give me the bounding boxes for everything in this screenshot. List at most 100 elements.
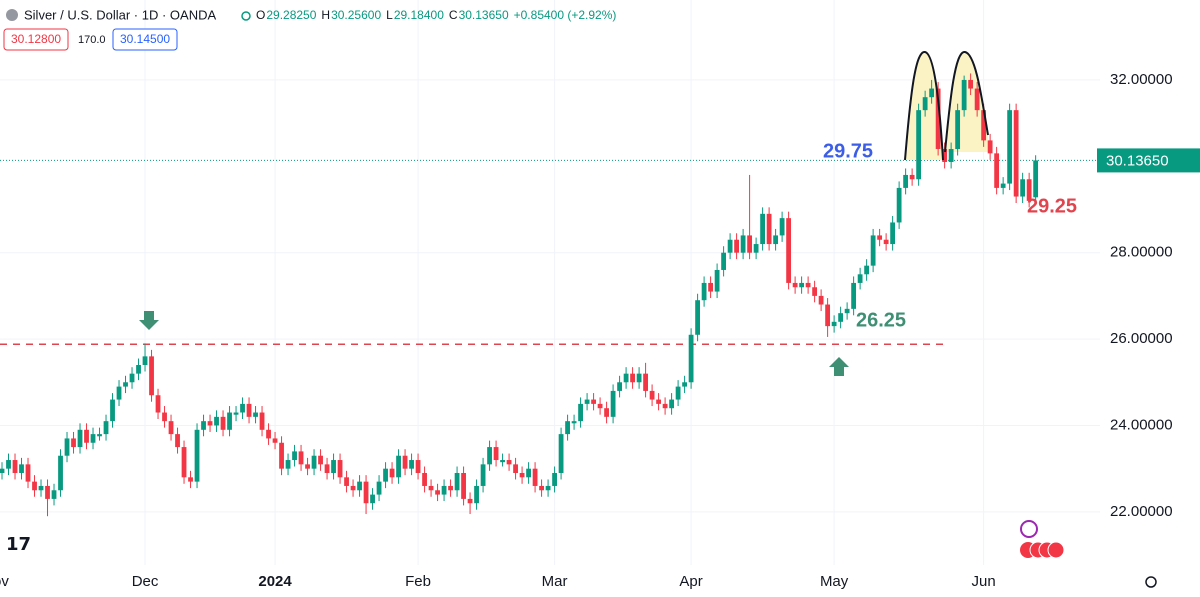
candle-body <box>968 79 974 89</box>
candle-body <box>584 399 590 404</box>
candle-body <box>266 429 271 439</box>
candle-body <box>84 429 89 443</box>
x-tick-label: May <box>820 573 849 590</box>
ohlc-key: L <box>386 8 393 22</box>
candle-body <box>162 412 167 422</box>
candle-body <box>929 88 935 98</box>
candle-body <box>903 174 909 188</box>
candle-body <box>948 149 954 162</box>
grid <box>0 0 1100 565</box>
x-tick-label: Dec <box>132 573 159 590</box>
ohlc-values: O 29.28250 H 30.25600 L 29.18400 C 30.13650 +0.8… <box>256 8 616 22</box>
candle-body <box>149 356 154 396</box>
candle-body <box>526 468 531 478</box>
event-icon[interactable] <box>1020 520 1038 538</box>
candle-body <box>181 447 187 478</box>
symbol-title[interactable]: Silver / U.S. Dollar · 1D · OANDA <box>24 7 216 22</box>
candle-body <box>883 239 889 245</box>
candle-body <box>38 485 44 491</box>
candle-body <box>760 213 766 245</box>
candle-body <box>545 485 551 491</box>
candle-body <box>617 382 622 391</box>
candle-body <box>448 485 453 491</box>
pattern-arc <box>944 51 989 153</box>
candle-body <box>636 373 642 383</box>
ohlc-value: 30.25600 <box>331 8 381 22</box>
pattern-arc <box>904 51 944 161</box>
candle-body <box>1026 179 1032 201</box>
candle-body <box>389 468 395 478</box>
candle-body <box>292 451 297 461</box>
candle-body <box>981 110 987 141</box>
symbol-icon <box>6 9 18 21</box>
x-tick-label: Nov <box>0 573 9 590</box>
candle-body <box>825 304 831 327</box>
candle-body <box>279 442 284 469</box>
ohlc-key: O <box>256 8 265 22</box>
candle-body <box>246 403 252 417</box>
x-tick-label: Feb <box>405 573 431 590</box>
candle-body <box>552 472 557 486</box>
ohlc-key: H <box>321 8 330 22</box>
candle-body <box>272 438 278 443</box>
event-flag[interactable] <box>1047 541 1065 559</box>
bid-box[interactable] <box>3 28 69 51</box>
candle-body <box>838 313 844 322</box>
candle-body <box>747 235 753 253</box>
candle-body <box>376 481 382 495</box>
candle-body <box>233 412 239 415</box>
x-tick-label: 2024 <box>258 573 292 590</box>
candle-body <box>558 434 564 473</box>
candle-body <box>916 110 922 180</box>
y-tick-label: 22.00000 <box>1110 503 1173 520</box>
candle-body <box>864 265 870 275</box>
candle-body <box>851 282 857 309</box>
candle-body <box>870 235 876 266</box>
change: +0.85400 (+2.92%) <box>514 8 617 22</box>
candle-body <box>493 447 499 461</box>
candle-body <box>779 218 785 236</box>
candle-body <box>799 282 805 288</box>
candle-body <box>344 477 349 486</box>
candle-body <box>305 464 310 469</box>
candle-body <box>175 434 180 448</box>
candle-body <box>974 88 980 111</box>
ohlc-value: 29.18400 <box>394 8 444 22</box>
spread: 170.0 <box>78 34 106 46</box>
candle-body <box>812 287 818 296</box>
candle-body <box>207 421 213 426</box>
x-tick-label: Mar <box>542 573 568 590</box>
y-tick-label: 26.00000 <box>1110 330 1173 347</box>
candle-body <box>857 274 863 283</box>
settings-icon[interactable] <box>1145 576 1157 588</box>
candle-body <box>1020 179 1026 197</box>
candle-body <box>402 455 408 469</box>
candle-body <box>480 464 486 486</box>
y-tick-label: 24.00000 <box>1110 416 1173 433</box>
candle-body <box>623 373 629 383</box>
candle-body <box>662 403 668 409</box>
ask-box[interactable] <box>112 28 178 51</box>
candle-body <box>454 472 460 491</box>
candle-body <box>805 282 811 288</box>
candle-body <box>370 494 375 504</box>
down-arrow <box>139 311 159 330</box>
candle-body <box>773 235 779 245</box>
candle-body <box>500 460 505 463</box>
candle-body <box>877 235 883 240</box>
candle-body <box>467 498 473 504</box>
candle-body <box>740 235 746 253</box>
candle-body <box>890 222 896 245</box>
candle-body <box>695 300 701 335</box>
candle-body <box>1013 110 1019 197</box>
candle-body <box>792 282 798 288</box>
up-arrow <box>829 357 849 376</box>
candle-body <box>578 403 583 422</box>
candle-body <box>136 365 141 374</box>
candle-body <box>532 468 538 486</box>
candle-body <box>513 464 518 473</box>
logo: 𝟭𝟳 <box>6 534 31 554</box>
annotation: 29.75 <box>823 140 873 162</box>
candle-body <box>604 408 609 417</box>
candle-body <box>597 403 603 409</box>
